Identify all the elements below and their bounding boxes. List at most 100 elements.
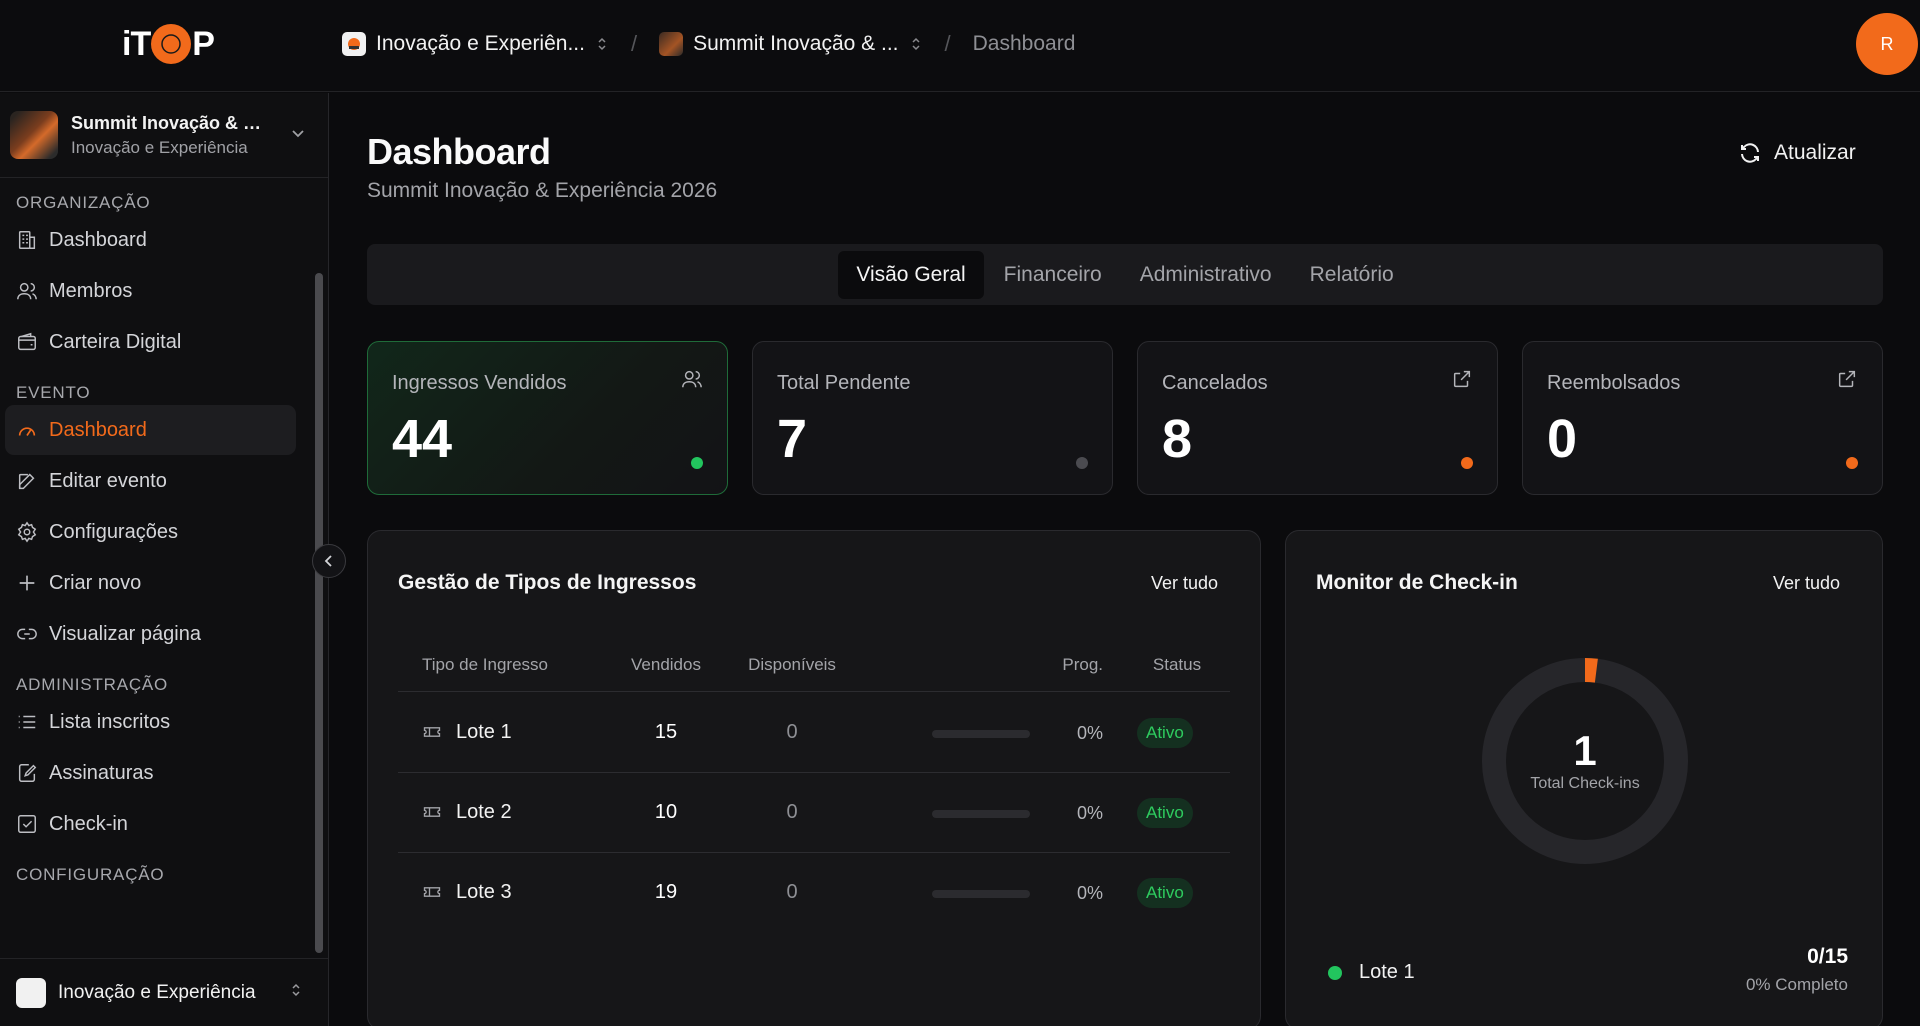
sidebar-item-check-in[interactable]: Check-in — [5, 799, 296, 849]
ticket-sold-count: 19 — [654, 881, 678, 903]
page-subtitle: Summit Inovação & Experiência 2026 — [367, 179, 718, 202]
chevron-up-down-icon — [595, 36, 609, 52]
view-all-link[interactable]: Ver tudo — [1150, 573, 1218, 593]
chevron-up-down-icon — [909, 36, 923, 52]
chevron-left-icon — [324, 555, 332, 567]
sidebar-item-lista-inscritos[interactable]: Lista inscritos — [5, 697, 296, 747]
breadcrumb-event[interactable]: Summit Inovação & ... — [659, 32, 922, 56]
ticket-icon — [423, 807, 441, 817]
sidebar-item-membros[interactable]: Membros — [5, 266, 296, 316]
link-icon — [17, 628, 37, 640]
ticket-type-name: Lote 1 — [456, 721, 512, 743]
main-content: Dashboard Summit Inovação & Experiência … — [330, 93, 1920, 1026]
sidebar-item-assinaturas[interactable]: Assinaturas — [5, 748, 296, 798]
ticket-available-count: 0 — [786, 801, 798, 823]
sidebar-item-visualizar-pagina[interactable]: Visualizar página — [5, 609, 296, 659]
chevron-up-down-icon — [290, 982, 302, 1004]
wallet-icon — [18, 332, 36, 351]
progress-bar — [932, 890, 1030, 898]
user-avatar[interactable]: R — [1856, 13, 1918, 75]
table-row[interactable]: Lote 3 19 0 0% Ativo — [398, 853, 1230, 933]
status-dot — [1846, 457, 1858, 469]
breadcrumb-current-label: Dashboard — [972, 32, 1076, 55]
list-icon — [18, 715, 36, 729]
sidebar-item-criar-novo[interactable]: Criar novo — [5, 558, 296, 608]
stat-card-ingressos-vendidos[interactable]: Ingressos Vendidos 44 — [367, 341, 728, 495]
donut-progress-arc — [1482, 658, 1688, 864]
check-square-icon — [18, 815, 36, 833]
status-dot — [1461, 457, 1473, 469]
page-title: Dashboard — [367, 131, 551, 172]
stat-card-total-pendente[interactable]: Total Pendente 7 — [752, 341, 1113, 495]
collapse-sidebar-button[interactable] — [312, 544, 346, 578]
ticket-available-count: 0 — [786, 881, 798, 903]
table-row[interactable]: Lote 1 15 0 0% Ativo — [398, 693, 1230, 773]
external-link-icon[interactable] — [1451, 368, 1473, 390]
ticket-sold-count: 10 — [654, 801, 678, 823]
refresh-button[interactable]: Atualizar — [1738, 141, 1856, 165]
event-thumbnail — [659, 32, 684, 56]
checkin-donut-chart — [1482, 658, 1688, 864]
total-checkins-label: Total Check-ins — [1530, 775, 1640, 792]
column-header-status: Status — [1152, 655, 1202, 674]
ticket-icon — [423, 887, 441, 897]
ticket-type-name: Lote 3 — [456, 881, 512, 903]
tab-visao-geral[interactable]: Visão Geral — [838, 250, 984, 299]
progress-percent: 0% — [1076, 883, 1103, 903]
section-title-configuracao: CONFIGURAÇÃO — [16, 865, 165, 884]
sidebar-item-carteira-digital[interactable]: Carteira Digital — [5, 317, 296, 367]
gear-icon — [17, 521, 37, 543]
section-title-organizacao: ORGANIZAÇÃO — [16, 193, 151, 212]
stats-row: Ingressos Vendidos 44 Total Pendente 7 C… — [367, 341, 1883, 495]
sidebar-item-editar-evento[interactable]: Editar evento — [5, 456, 296, 506]
external-link-icon[interactable] — [1836, 368, 1858, 390]
stat-value: 7 — [777, 409, 808, 469]
total-checkins-value: 1 — [1573, 727, 1597, 774]
breadcrumb-event-label: Summit Inovação & ... — [693, 32, 899, 55]
organization-switcher[interactable]: Inovação e Experiência — [0, 958, 328, 1026]
table-row[interactable]: Lote 2 10 0 0% Ativo — [398, 773, 1230, 853]
sidebar-item-event-dashboard[interactable]: Dashboard — [5, 405, 296, 455]
signature-icon — [18, 764, 37, 782]
card-title: Gestão de Tipos de Ingressos — [398, 571, 697, 594]
ticket-sold-count: 15 — [654, 721, 678, 743]
tab-administrativo[interactable]: Administrativo — [1139, 262, 1272, 286]
stat-card-cancelados[interactable]: Cancelados 8 — [1137, 341, 1498, 495]
tab-financeiro[interactable]: Financeiro — [1003, 262, 1102, 286]
breadcrumb-separator: / — [630, 31, 638, 56]
event-selector[interactable]: Summit Inovação & Ex... Inovação e Exper… — [0, 93, 328, 178]
breadcrumb-separator: / — [944, 31, 951, 56]
checkin-ticket-name: Lote 1 — [1359, 961, 1415, 983]
table-header: Tipo de Ingresso Vendidos Disponíveis Pr… — [398, 643, 1230, 692]
view-all-link[interactable]: Ver tudo — [1772, 573, 1840, 593]
ticket-available-count: 0 — [786, 721, 798, 743]
breadcrumb-current: Dashboard — [973, 32, 1076, 56]
status-badge: Ativo — [1137, 718, 1193, 748]
stat-card-reembolsados[interactable]: Reembolsados 0 — [1522, 341, 1883, 495]
stat-label: Cancelados — [1162, 372, 1268, 394]
stat-label: Reembolsados — [1547, 372, 1681, 394]
ticket-types-card: Gestão de Tipos de Ingressos Ver tudo Ti… — [367, 530, 1261, 1026]
status-badge: Ativo — [1137, 798, 1193, 828]
breadcrumb-organization[interactable]: Inovação e Experiên... — [342, 32, 609, 56]
stat-value: 0 — [1547, 409, 1578, 469]
status-badge: Ativo — [1137, 878, 1193, 908]
tab-bar: Visão Geral Financeiro Administrativo Re… — [367, 244, 1883, 305]
progress-percent: 0% — [1076, 803, 1103, 823]
organization-switcher-label: Inovação e Experiência — [58, 981, 256, 1003]
sidebar-item-configuracoes[interactable]: Configurações — [5, 507, 296, 557]
event-selector-subtitle: Inovação e Experiência — [71, 137, 248, 157]
stat-value: 8 — [1162, 409, 1193, 469]
sidebar-scrollbar[interactable] — [311, 179, 327, 953]
scrollbar-thumb[interactable] — [315, 273, 323, 953]
tab-relatorio[interactable]: Relatório — [1309, 262, 1394, 286]
ticket-type-name: Lote 2 — [456, 801, 512, 823]
checkin-list-item[interactable]: Lote 1 0/15 0% Completo — [1316, 945, 1848, 1005]
sidebar-item-org-dashboard[interactable]: Dashboard — [5, 215, 296, 265]
gauge-icon — [18, 427, 36, 436]
users-icon — [682, 370, 702, 388]
progress-percent: 0% — [1076, 723, 1103, 743]
sidebar-nav: ORGANIZAÇÃO Dashboard Membros Carteira D… — [0, 191, 310, 887]
